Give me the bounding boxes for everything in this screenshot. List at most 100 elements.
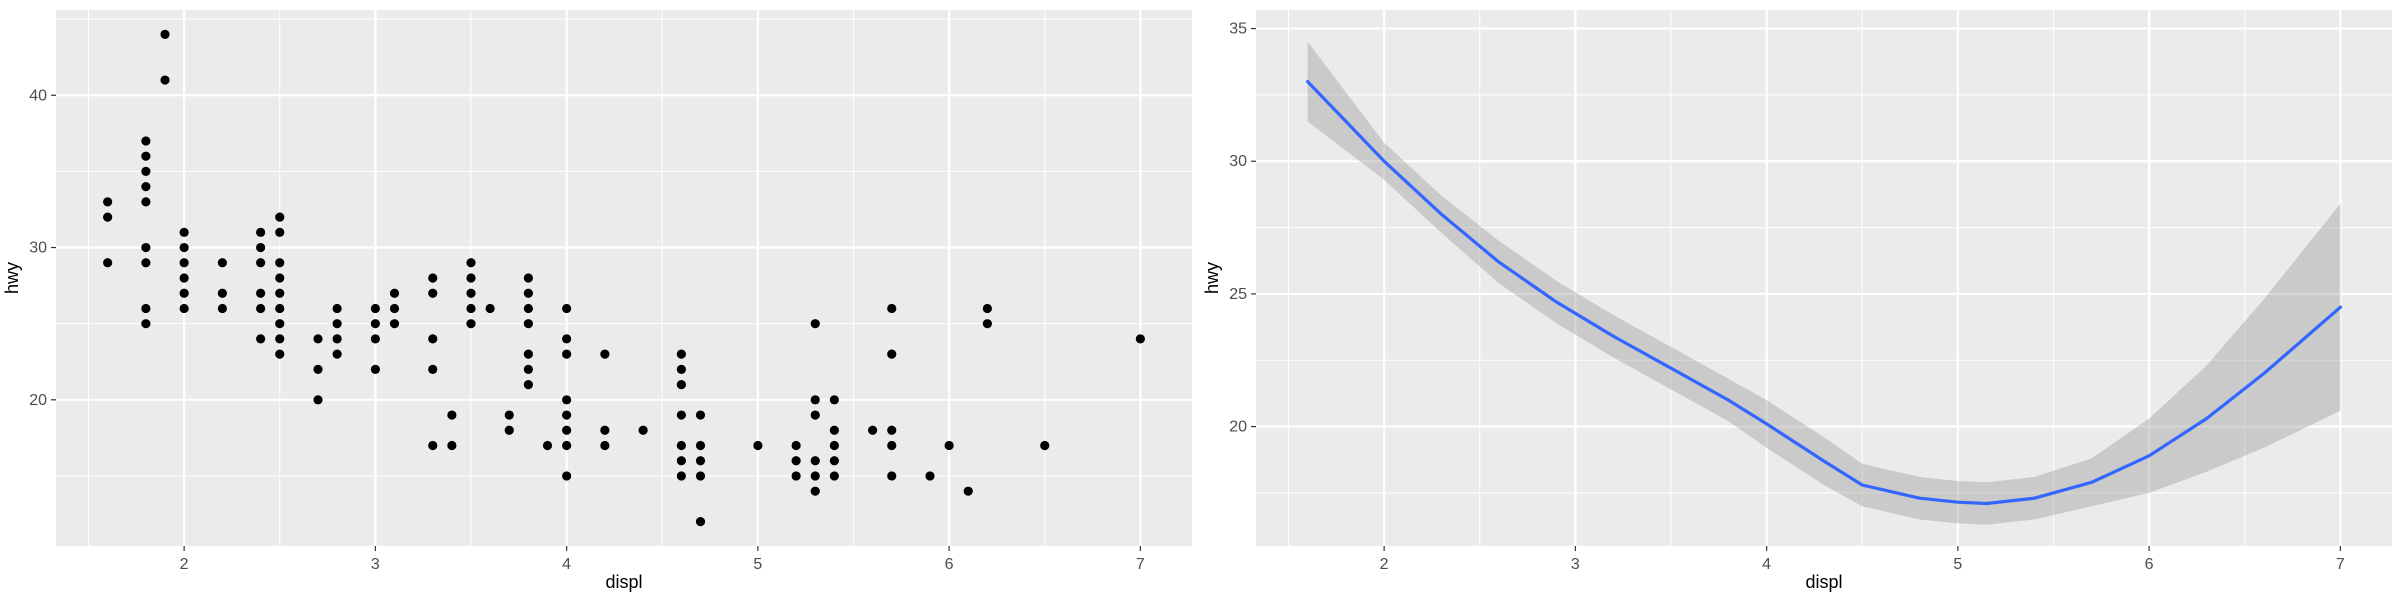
scatter-point — [275, 212, 285, 222]
scatter-point — [141, 136, 151, 146]
x-tick-label: 2 — [180, 556, 189, 573]
scatter-point — [370, 364, 380, 374]
scatter-point — [562, 334, 572, 344]
scatter-point — [466, 273, 476, 283]
scatter-point — [523, 349, 533, 359]
scatter-point — [562, 349, 572, 359]
scatter-point — [810, 456, 820, 466]
scatter-point — [562, 471, 572, 481]
scatter-point — [103, 212, 113, 222]
scatter-point — [523, 303, 533, 314]
scatter-point — [695, 517, 706, 527]
x-axis-title: displ — [1805, 572, 1842, 592]
scatter-point — [428, 288, 438, 298]
scatter-point — [179, 227, 189, 237]
scatter-point — [829, 440, 839, 451]
scatter-point — [887, 425, 897, 435]
scatter-point — [141, 151, 151, 161]
scatter-point — [676, 349, 686, 359]
scatter-point — [160, 75, 170, 85]
scatter-point — [256, 242, 266, 253]
scatter-point — [523, 288, 533, 298]
scatter-point — [141, 258, 151, 268]
scatter-point — [887, 440, 897, 451]
scatter-point — [523, 319, 533, 329]
scatter-point — [256, 288, 266, 298]
smooth-line — [1305, 79, 2342, 506]
scatter-point — [523, 379, 533, 390]
scatter-point — [753, 440, 763, 451]
scatter-point — [275, 273, 285, 283]
scatter-point — [829, 471, 839, 481]
scatter-point — [275, 319, 285, 329]
scatter-point — [447, 410, 457, 420]
scatter-point — [428, 273, 438, 283]
scatter-point — [829, 456, 839, 466]
plot-background — [56, 10, 1192, 546]
scatter-point — [523, 273, 533, 283]
y-tick-label: 30 — [1229, 153, 1247, 170]
scatter-point — [562, 395, 572, 405]
scatter-point — [676, 456, 686, 466]
scatter-point — [466, 288, 476, 298]
scatter-point — [810, 410, 820, 420]
scatter-point — [160, 29, 170, 39]
scatter-point — [256, 334, 266, 344]
x-tick-label: 7 — [2336, 556, 2345, 573]
scatter-point — [638, 425, 648, 435]
scatter-point — [791, 440, 801, 451]
scatter-point — [791, 471, 801, 481]
plot-background — [1256, 10, 2392, 546]
scatter-point — [676, 364, 686, 374]
scatter-point — [256, 303, 266, 314]
scatter-point — [103, 197, 113, 207]
scatter-point — [504, 410, 514, 420]
scatter-point — [542, 440, 553, 451]
scatter-point — [829, 395, 839, 405]
scatter-point — [810, 319, 820, 329]
scatter-point — [370, 319, 380, 329]
x-tick-label: 5 — [753, 556, 762, 573]
scatter-point — [275, 227, 285, 237]
scatter-point — [217, 303, 227, 314]
scatter-point — [600, 349, 610, 359]
scatter-point — [925, 471, 935, 481]
scatter-point — [179, 303, 189, 314]
scatter-point — [829, 425, 839, 435]
scatter-point — [695, 456, 706, 466]
x-tick-label: 7 — [1136, 556, 1145, 573]
scatter-point — [447, 440, 457, 451]
scatter-point — [791, 456, 801, 466]
scatter-point — [332, 334, 342, 344]
scatter-point — [887, 349, 897, 359]
y-tick-label: 20 — [29, 392, 47, 409]
scatter-point — [504, 425, 514, 435]
scatter-point — [389, 319, 400, 329]
scatter-point — [562, 425, 572, 435]
y-tick-label: 35 — [1229, 21, 1247, 38]
scatter-point — [256, 227, 266, 237]
x-tick-label: 6 — [2145, 556, 2154, 573]
y-axis-title: hwy — [2, 262, 22, 294]
scatter-point — [332, 319, 342, 329]
scatter-point — [275, 349, 285, 359]
scatter-point — [332, 349, 342, 359]
scatter-point — [389, 288, 400, 298]
scatter-point — [466, 258, 476, 268]
scatter-point — [982, 303, 992, 314]
scatter-point — [695, 471, 706, 481]
scatter-point — [887, 471, 897, 481]
scatter-point — [485, 303, 495, 314]
scatter-point — [141, 166, 151, 177]
scatter-point — [313, 395, 323, 405]
x-tick-label: 6 — [945, 556, 954, 573]
scatter-point — [1040, 440, 1050, 451]
scatter-point — [562, 410, 572, 420]
scatter-point — [963, 486, 973, 496]
x-axis-title: displ — [605, 572, 642, 592]
y-tick-label: 30 — [29, 240, 47, 257]
scatter-point — [466, 303, 476, 314]
scatter-point — [810, 471, 820, 481]
scatter-point — [313, 334, 323, 344]
